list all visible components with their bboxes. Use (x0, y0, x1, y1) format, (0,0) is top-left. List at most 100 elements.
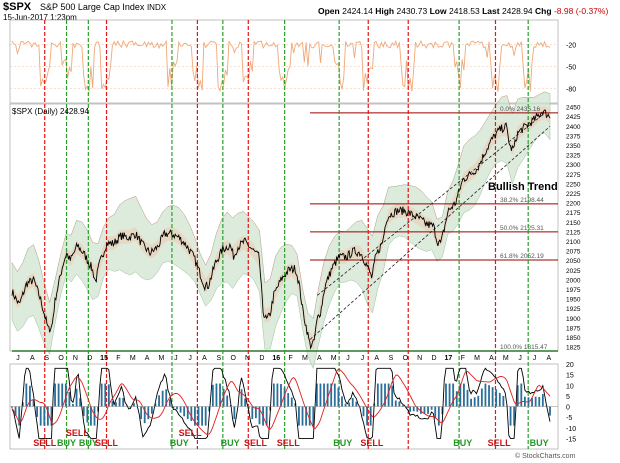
macd-layer: 20 15 10 5 0 -5 -10 -15 (10, 362, 576, 443)
price-layer (11, 109, 551, 350)
x-axis-month-label: D (87, 355, 92, 362)
macd-histogram-bar (398, 401, 401, 407)
macd-histogram-bar (75, 388, 78, 407)
macd-tick-label: 5 (566, 394, 570, 401)
macd-histogram-bar (29, 385, 31, 407)
price-tick-label: 2050 (566, 258, 581, 265)
macd-histogram-bar (93, 406, 96, 426)
macd-histogram-bar (470, 398, 472, 407)
macd-histogram-bar (150, 406, 153, 414)
macd-histogram-bar (143, 406, 146, 424)
price-tick-label: 2325 (566, 153, 581, 160)
macd-histogram-bar (287, 393, 290, 407)
x-axis-month-label: J (16, 355, 20, 362)
x-axis-month-label: M (130, 355, 136, 362)
macd-histogram-bar (549, 406, 551, 416)
x-axis-month-label: N (245, 355, 250, 362)
macd-histogram-bar (64, 383, 67, 407)
price-legend: $SPX (Daily) 2428.94 (12, 107, 89, 116)
x-axis-month-label: M (331, 355, 337, 362)
moving-average-line (11, 91, 551, 320)
macd-histogram-bar (405, 406, 408, 408)
macd-histogram-bar (186, 406, 189, 420)
macd-tick-label: -5 (566, 415, 572, 422)
index-name: S&P 500 Large Cap Index (40, 2, 145, 12)
macd-histogram-bar (305, 406, 308, 426)
sell-label: SELL (66, 428, 90, 438)
macd-histogram-bar (254, 406, 257, 419)
macd-histogram-bar (459, 383, 462, 407)
trend-channel-layer (309, 114, 551, 340)
x-axis-month-label: A (30, 355, 35, 362)
macd-histogram-bar (312, 406, 315, 426)
macd-histogram-bar (376, 383, 379, 407)
buy-label: BUY (333, 438, 352, 448)
macd-histogram-bar (520, 383, 523, 407)
oscillator-tick-label: -50 (566, 65, 576, 72)
x-axis-month-label: A (374, 355, 379, 362)
macd-histogram-bar (208, 406, 211, 412)
x-axis-month-label: D (259, 355, 264, 362)
macd-histogram-bar (46, 406, 49, 426)
macd-histogram-bar (323, 383, 325, 407)
macd-histogram-bar (276, 383, 279, 407)
price-tick-label: 2275 (566, 172, 581, 179)
x-axis-month-label: 16 (272, 355, 280, 362)
last-value: 2428.94 (501, 6, 533, 16)
macd-line (11, 367, 551, 439)
sell-label: SELL (179, 428, 203, 438)
price-tick-label: 2075 (566, 249, 581, 256)
macd-histogram-bar (491, 387, 494, 407)
macd-histogram-bar (147, 406, 150, 420)
price-tick-label: 2450 (566, 105, 581, 112)
macd-histogram-bar (319, 383, 322, 407)
macd-histogram-bar (11, 406, 13, 408)
macd-histogram-bar (290, 397, 293, 407)
watermark: © StockCharts.com (515, 452, 576, 460)
macd-histogram-bar (233, 406, 236, 420)
macd-histogram-bar (133, 403, 135, 407)
macd-histogram-bar (90, 406, 92, 426)
macd-tick-label: 10 (566, 383, 574, 390)
sell-label: SELL (488, 438, 512, 448)
price-tick-label: 2150 (566, 220, 581, 227)
x-axis-month-label: F (116, 355, 120, 362)
macd-histogram-bar (333, 383, 336, 407)
macd-tick-label: -10 (566, 426, 576, 433)
x-axis-month-label: 15 (100, 355, 108, 362)
macd-histogram-bar (107, 384, 110, 407)
macd-histogram-bar (484, 383, 487, 407)
macd-histogram-bar (387, 383, 390, 407)
x-axis-month-label: S (217, 355, 222, 362)
macd-histogram-bar (219, 383, 221, 407)
x-axis-month-label: J (361, 355, 365, 362)
macd-histogram-bar (534, 396, 537, 407)
macd-histogram-bar (315, 383, 318, 407)
x-axis-month-label: M (474, 355, 480, 362)
sell-label: SELL (33, 438, 57, 448)
macd-histogram-bar (430, 406, 433, 410)
macd-tick-label: 0 (566, 405, 570, 412)
sell-label: SELL (95, 438, 119, 448)
price-tick-label: 1850 (566, 335, 581, 342)
macd-histogram-bar (308, 406, 311, 426)
macd-histogram-bar (125, 405, 128, 407)
open-label: Open (318, 6, 340, 16)
macd-histogram-bar (380, 383, 383, 407)
macd-histogram-bar (197, 406, 200, 426)
macd-histogram-bar (394, 400, 397, 407)
x-axis-month-label: 17 (445, 355, 453, 362)
macd-histogram-bar (72, 403, 74, 407)
oscillator-line (11, 39, 551, 93)
buy-label: BUY (530, 438, 549, 448)
macd-histogram-bar (179, 406, 182, 413)
sell-label: SELL (360, 438, 384, 448)
macd-histogram-bar (258, 406, 261, 425)
macd-histogram-bar (473, 397, 476, 407)
x-axis-month-label: S (44, 355, 49, 362)
macd-histogram-bar (391, 385, 394, 407)
macd-histogram-bar (351, 397, 354, 407)
chart-date: 15-Jun-2017 1:23pm (3, 13, 77, 22)
